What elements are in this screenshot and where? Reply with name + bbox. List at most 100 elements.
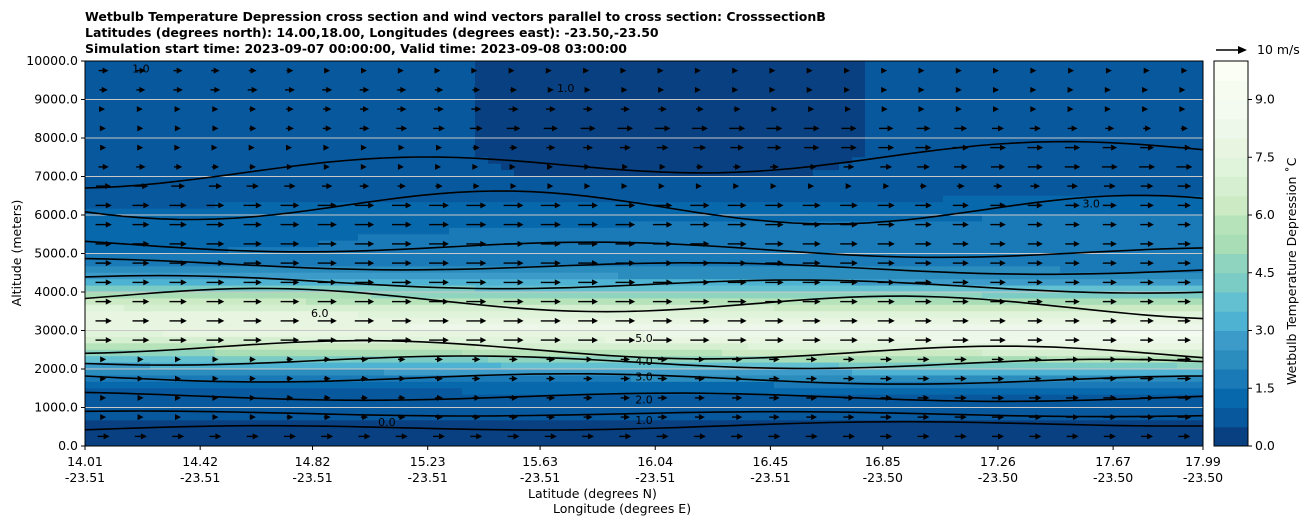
field-cell — [1112, 272, 1126, 280]
field-cell — [189, 195, 203, 203]
field-cell — [423, 272, 437, 280]
field-cell — [1060, 157, 1074, 165]
field-cell — [813, 304, 827, 312]
field-cell — [488, 311, 502, 319]
field-cell — [878, 150, 892, 158]
field-cell — [1151, 247, 1165, 255]
field-cell — [527, 215, 541, 223]
field-cell — [969, 388, 983, 396]
field-cell — [189, 426, 203, 434]
field-cell — [839, 292, 853, 300]
field-cell — [722, 369, 736, 377]
field-cell — [501, 401, 515, 409]
field-cell — [774, 439, 788, 446]
field-cell — [696, 381, 710, 389]
field-cell — [163, 388, 177, 396]
field-cell — [917, 401, 931, 409]
field-cell — [150, 86, 164, 94]
field-cell — [761, 189, 775, 197]
field-cell — [800, 330, 814, 338]
field-cell — [475, 292, 489, 300]
field-cell — [930, 298, 944, 306]
field-cell — [410, 80, 424, 88]
field-cell — [384, 426, 398, 434]
field-cell — [1164, 73, 1178, 81]
field-cell — [436, 413, 450, 421]
field-cell — [488, 208, 502, 216]
field-cell — [280, 150, 294, 158]
field-cell — [475, 105, 489, 113]
field-cell — [436, 67, 450, 75]
field-cell — [1008, 324, 1022, 332]
field-cell — [371, 362, 385, 370]
field-cell — [644, 221, 658, 229]
field-cell — [839, 439, 853, 446]
field-cell — [709, 227, 723, 235]
field-cell — [631, 375, 645, 383]
field-cell — [124, 195, 138, 203]
field-cell — [215, 163, 229, 171]
field-cell — [462, 369, 476, 377]
field-cell — [319, 131, 333, 139]
field-cell — [631, 176, 645, 184]
field-cell — [228, 112, 242, 120]
field-cell — [1086, 215, 1100, 223]
field-cell — [332, 105, 346, 113]
field-cell — [462, 144, 476, 152]
field-cell — [566, 189, 580, 197]
field-cell — [319, 138, 333, 146]
field-cell — [189, 215, 203, 223]
field-cell — [1112, 317, 1126, 325]
field-cell — [904, 86, 918, 94]
field-cell — [631, 407, 645, 415]
field-cell — [735, 163, 749, 171]
field-cell — [501, 349, 515, 357]
field-cell — [787, 61, 801, 69]
field-cell — [579, 118, 593, 126]
field-cell — [488, 234, 502, 242]
field-cell — [215, 93, 229, 101]
field-cell — [345, 253, 359, 261]
field-cell — [735, 272, 749, 280]
field-cell — [774, 304, 788, 312]
field-cell — [163, 369, 177, 377]
field-cell — [1164, 118, 1178, 126]
field-cell — [995, 401, 1009, 409]
field-cell — [1151, 73, 1165, 81]
field-cell — [1073, 144, 1087, 152]
field-cell — [228, 67, 242, 75]
field-cell — [618, 420, 632, 428]
field-cell — [813, 375, 827, 383]
field-cell — [709, 292, 723, 300]
field-cell — [696, 343, 710, 351]
field-cell — [241, 356, 255, 364]
field-cell — [800, 285, 814, 293]
field-cell — [930, 234, 944, 242]
field-cell — [1086, 86, 1100, 94]
field-cell — [696, 285, 710, 293]
field-cell — [345, 330, 359, 338]
field-cell — [397, 138, 411, 146]
field-cell — [540, 407, 554, 415]
field-cell — [631, 330, 645, 338]
field-cell — [332, 227, 346, 235]
field-cell — [501, 144, 515, 152]
field-cell — [488, 67, 502, 75]
field-cell — [306, 369, 320, 377]
field-cell — [514, 401, 528, 409]
field-cell — [384, 227, 398, 235]
field-cell — [631, 279, 645, 287]
field-cell — [735, 182, 749, 190]
field-cell — [709, 93, 723, 101]
field-cell — [540, 93, 554, 101]
field-cell — [1008, 150, 1022, 158]
field-cell — [1099, 324, 1113, 332]
field-cell — [1060, 407, 1074, 415]
field-cell — [488, 80, 502, 88]
field-cell — [332, 298, 346, 306]
field-cell — [709, 285, 723, 293]
field-cell — [254, 311, 268, 319]
field-cell — [566, 394, 580, 402]
field-cell — [683, 138, 697, 146]
field-cell — [891, 138, 905, 146]
